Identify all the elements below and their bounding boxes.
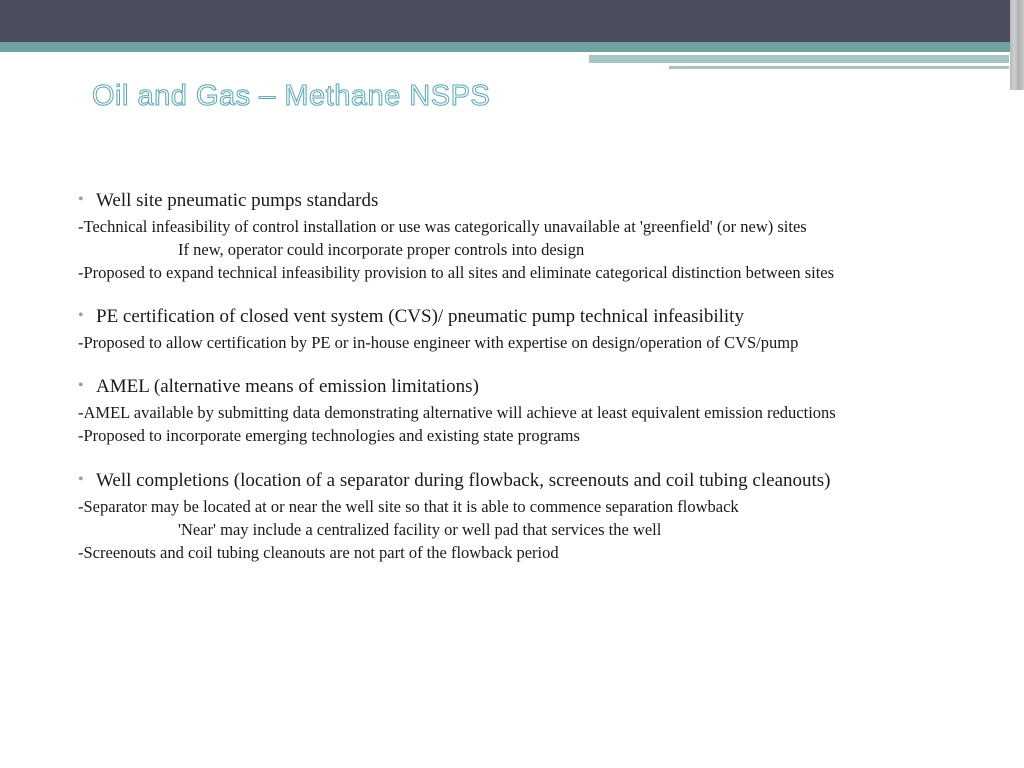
right-edge-decor xyxy=(1010,0,1024,90)
section-well-completions: Well completions (location of a separato… xyxy=(78,470,994,564)
section-heading: AMEL (alternative means of emission limi… xyxy=(78,376,994,398)
body-line: -Separator may be located at or near the… xyxy=(78,495,994,518)
section-heading: Well completions (location of a separato… xyxy=(78,470,994,492)
body-line: -Proposed to allow certification by PE o… xyxy=(78,331,994,354)
section-amel: AMEL (alternative means of emission limi… xyxy=(78,376,994,447)
section-heading: Well site pneumatic pumps standards xyxy=(78,190,994,212)
slide-content: Well site pneumatic pumps standards -Tec… xyxy=(78,190,994,586)
body-line-indent: If new, operator could incorporate prope… xyxy=(78,238,994,261)
body-line: -Screenouts and coil tubing cleanouts ar… xyxy=(78,541,994,564)
section-pe-certification: PE certification of closed vent system (… xyxy=(78,306,994,354)
body-line: -Proposed to expand technical infeasibil… xyxy=(78,261,994,284)
slide-title: Oil and Gas – Methane NSPS xyxy=(92,80,490,113)
section-pneumatic-pumps: Well site pneumatic pumps standards -Tec… xyxy=(78,190,994,284)
accent-strip xyxy=(589,55,1009,63)
header-bar-teal xyxy=(0,42,1024,52)
body-line-indent: 'Near' may include a centralized facilit… xyxy=(78,518,994,541)
body-line: -Technical infeasibility of control inst… xyxy=(78,215,994,238)
body-line: -Proposed to incorporate emerging techno… xyxy=(78,424,994,447)
body-line: -AMEL available by submitting data demon… xyxy=(78,401,994,424)
section-heading: PE certification of closed vent system (… xyxy=(78,306,994,328)
accent-strip-thin xyxy=(669,66,1009,69)
header-bar-dark xyxy=(0,0,1024,42)
